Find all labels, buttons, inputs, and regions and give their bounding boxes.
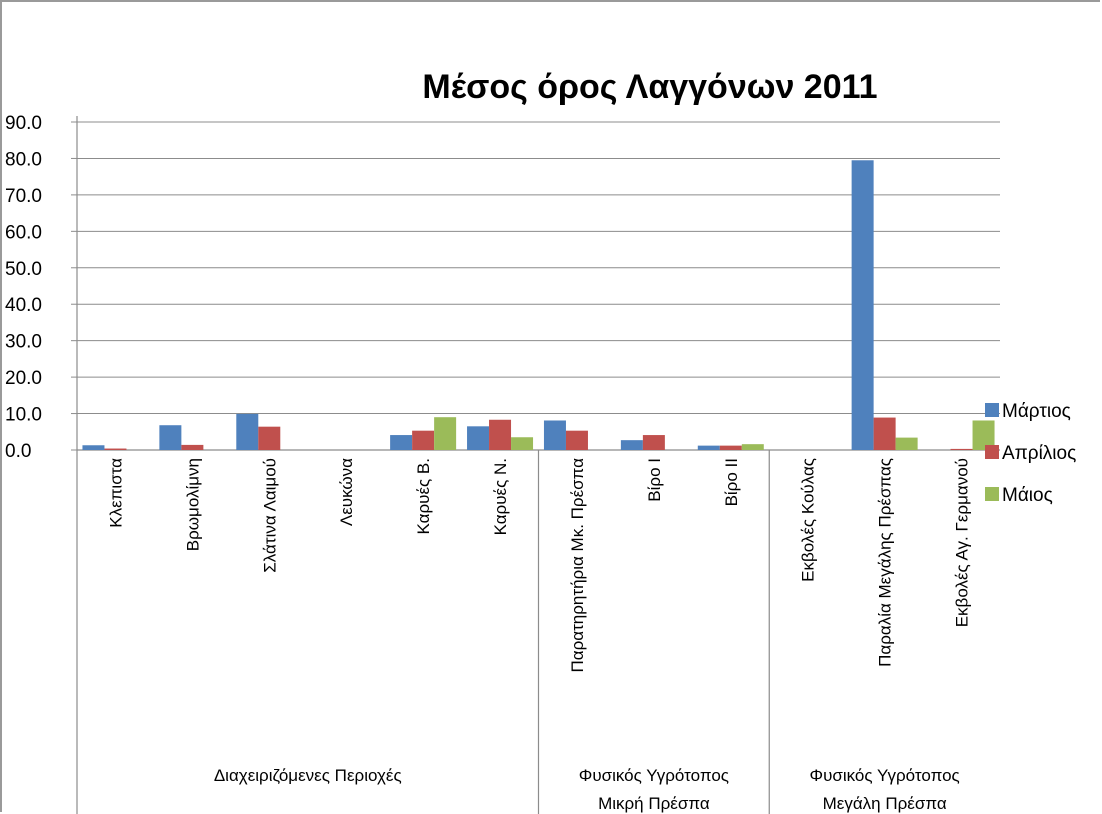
bar: [950, 448, 973, 450]
bar: [236, 413, 259, 450]
bar: [511, 437, 534, 450]
category-label: Παρατηρητήρια Μκ. Πρέσπα: [568, 458, 587, 673]
bar: [467, 426, 490, 450]
category-label: Σλάτινα Λαιμού: [260, 458, 279, 573]
bar: [873, 417, 896, 450]
group-label: Φυσικός Υγρότοπος: [579, 766, 729, 785]
bar: [642, 435, 665, 450]
group-label: Μικρή Πρέσπα: [598, 794, 710, 813]
legend-label: Μάρτιος: [1002, 401, 1071, 422]
bar: [82, 445, 105, 450]
bar: [434, 417, 457, 450]
category-label: Παραλία Μεγάλης Πρέσπας: [876, 458, 895, 667]
bar: [489, 419, 512, 450]
group-label: Μεγάλη Πρέσπα: [823, 794, 947, 813]
legend-swatch: [985, 487, 999, 501]
bar: [258, 426, 281, 450]
category-label: Βίρο ΙΙ: [722, 458, 741, 506]
category-label: Εκβολές Κούλας: [799, 458, 818, 582]
bar: [851, 160, 874, 450]
y-tick-label: 0.0: [5, 441, 31, 462]
y-tick-label: 30.0: [5, 332, 42, 353]
bar: [895, 437, 918, 450]
chart-title: Μέσος όρος Λαγγόνων 2011: [422, 68, 878, 106]
legend-swatch: [985, 445, 999, 459]
legend-label: Απρίλιος: [1002, 443, 1076, 464]
category-label: Βίρο Ι: [645, 458, 664, 502]
bar: [697, 445, 720, 450]
y-tick-label: 90.0: [5, 113, 42, 134]
category-label: Καρυές Ν.: [491, 458, 510, 535]
bar: [565, 430, 588, 450]
category-label: Βρωμολίμνη: [183, 458, 202, 551]
bar: [719, 445, 742, 450]
bar: [543, 420, 566, 450]
category-label: Κλεπιστα: [106, 458, 125, 528]
y-tick-label: 70.0: [5, 186, 42, 207]
group-label: Φυσικός Υγρότοπος: [810, 766, 960, 785]
y-tick-label: 40.0: [5, 295, 42, 316]
y-tick-label: 10.0: [5, 405, 42, 426]
group-label: Διαχειριζόμενες Περιοχές: [214, 766, 402, 785]
bar: [741, 444, 764, 450]
bar: [390, 435, 413, 450]
category-label: Λευκώνα: [337, 458, 356, 526]
bar: [181, 444, 204, 450]
bar: [972, 420, 995, 450]
y-tick-label: 60.0: [5, 222, 42, 243]
bar: [412, 430, 435, 450]
category-label: Καρυές Β.: [414, 458, 433, 534]
y-tick-label: 20.0: [5, 368, 42, 389]
bar: [159, 425, 182, 450]
category-label: Εκβολές Αγ. Γερμανού: [953, 458, 972, 627]
bar: [104, 448, 127, 450]
y-tick-label: 50.0: [5, 259, 42, 280]
y-tick-label: 80.0: [5, 149, 42, 170]
legend-label: Μάιος: [1002, 485, 1053, 506]
legend-swatch: [985, 403, 999, 417]
bar: [620, 440, 643, 450]
